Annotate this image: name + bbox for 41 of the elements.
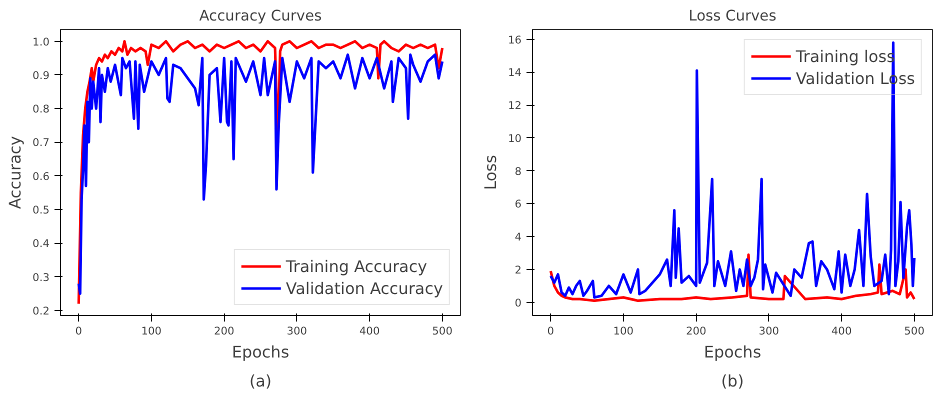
text: (a) [249,372,272,390]
y-tick-label: 6 [514,198,522,211]
x-tick-label: 400 [359,324,380,338]
x-tick-label: 100 [613,324,634,338]
legend-label: Training Accuracy [286,256,428,276]
y-tick-label: 0.6 [32,170,50,183]
x-tick-label: 300 [758,324,780,338]
y-tick-label: 14 [508,66,522,80]
chart-title: Accuracy Curves [199,8,322,24]
y-tick-label: 8 [514,164,522,178]
y-tick-label: 0.7 [32,136,50,150]
y-tick-label: 0.2 [32,304,50,318]
x-tick-label: 200 [686,324,707,338]
legend-label: Validation Accuracy [286,278,443,298]
y-tick-label: 2 [514,263,522,276]
x-axis-title: Epochs [704,342,762,362]
x-axis-title: Epochs [232,342,290,362]
y-tick-label: 0.9 [32,68,50,82]
y-tick-label: 10 [508,132,522,145]
line-series [549,41,916,299]
y-tick-label: 0.3 [32,270,50,284]
y-tick-label: 12 [508,99,522,112]
chart-title: Loss Curves [688,8,776,24]
y-tick-label: 0.8 [32,102,50,116]
text: (b) [721,372,744,390]
y-axis-title: Accuracy [6,136,25,210]
y-tick-label: 0 [514,296,522,310]
y-tick-label: 16 [508,33,522,46]
x-tick-label: 300 [286,324,308,338]
x-tick-label: 0 [547,324,554,338]
y-tick-label: 4 [514,230,522,244]
y-tick-label: 0.4 [32,237,50,250]
x-tick-label: 100 [141,324,162,338]
x-tick-label: 500 [904,324,925,338]
x-tick-label: 0 [75,324,82,338]
y-tick-label: 1.0 [32,35,50,48]
x-tick-label: 200 [214,324,235,338]
x-tick-label: 400 [831,324,852,338]
x-tick-label: 500 [432,324,453,338]
y-axis-title: Loss [480,154,500,190]
y-tick-label: 0.5 [32,204,50,217]
